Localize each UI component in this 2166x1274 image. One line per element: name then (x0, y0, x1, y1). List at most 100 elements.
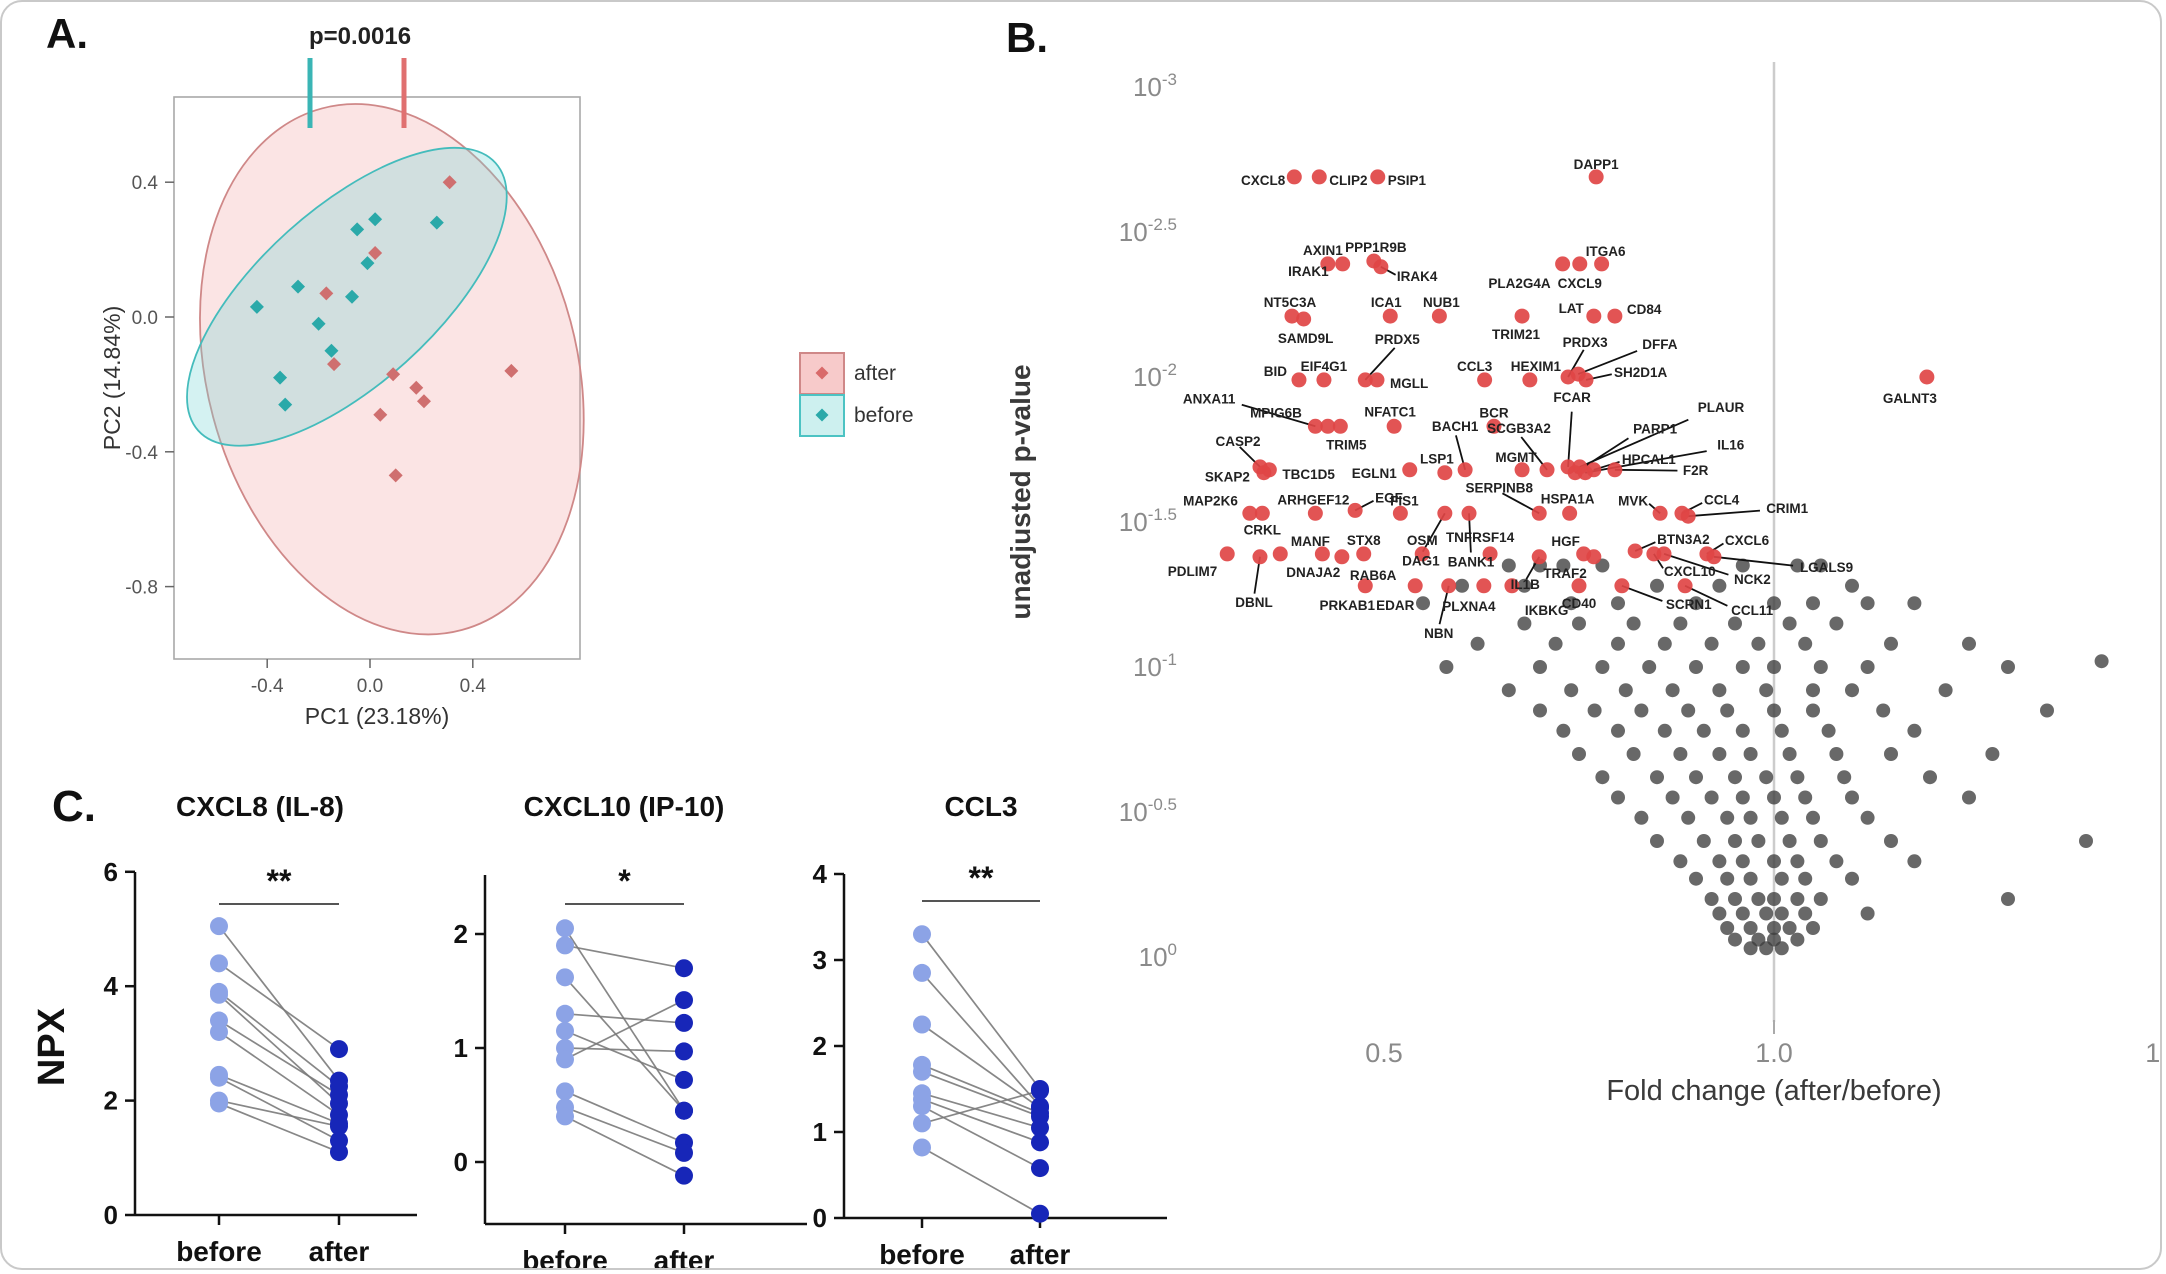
pair-line (218, 994, 340, 1105)
leader-line-IL16 (1585, 450, 1707, 474)
gene-point-MGMT (1514, 462, 1530, 478)
pca-point-before (291, 279, 306, 294)
gene-label-CD40: CD40 (1562, 596, 1597, 611)
gene-point-F2R (1607, 462, 1623, 478)
ns-point (1767, 921, 1781, 935)
gene-point-EGLN1 (1402, 462, 1418, 478)
subplot-title: CXCL10 (IP-10) (524, 791, 725, 822)
y-tick-label: 10-2 (1133, 360, 1177, 392)
gene-label-LGALS9: LGALS9 (1800, 560, 1853, 575)
x-tick-label: 1.5 (2145, 1038, 2162, 1068)
ns-point (1657, 636, 1672, 651)
ns-point (1782, 921, 1797, 935)
ns-point (1798, 790, 1813, 805)
after-point (675, 1101, 693, 1120)
gene-label-CXCL6: CXCL6 (1725, 533, 1770, 548)
before-point (556, 1021, 574, 1040)
ns-point (1845, 871, 1859, 886)
after-point (330, 1143, 348, 1162)
x-tick-label: 0.0 (357, 676, 383, 697)
gene-point-SAMD9L (1296, 311, 1312, 327)
ns-point (1611, 596, 1625, 611)
gene-label-ITGA6: ITGA6 (1586, 244, 1626, 259)
ns-point (1790, 770, 1805, 785)
pair-line (218, 1031, 340, 1116)
gene-label-TRIM21: TRIM21 (1492, 327, 1541, 342)
ns-point (1813, 834, 1828, 848)
pair-line (921, 933, 1041, 1090)
ns-point (1767, 892, 1781, 906)
ns-point (1517, 616, 1532, 631)
legend-marker-before (815, 408, 829, 422)
ns-point (1626, 747, 1641, 761)
after-point (675, 1166, 693, 1185)
pair-line (218, 1099, 340, 1128)
gene-point-CXCL8 (1286, 169, 1302, 185)
ns-point (1907, 854, 1922, 869)
after-point (675, 1143, 693, 1162)
leader-line-NCK2 (1663, 553, 1729, 576)
ns-point (1782, 616, 1797, 631)
pca-point-after (416, 394, 431, 409)
gene-label-SERPINB8: SERPINB8 (1465, 480, 1533, 495)
gene-label-CCL11: CCL11 (1731, 603, 1774, 618)
ns-point (1533, 660, 1547, 674)
pca-svg: -0.4 0.0 0.4 0.4 0.0 -0.4 -0.8 PC1 (23.18%) PC2 … (99, 23, 914, 729)
y-tick-label: 0 (813, 1203, 827, 1233)
category-label-before: before (522, 1245, 608, 1270)
ns-point (1712, 747, 1727, 761)
before-point (556, 968, 574, 987)
pair-line (564, 1030, 685, 1081)
ns-point (1751, 636, 1766, 651)
gene-point-CD84 (1607, 308, 1623, 324)
ns-point (2001, 892, 2015, 906)
gene-point-DAG1 (1437, 505, 1453, 521)
gene-label-BANK1: BANK1 (1448, 554, 1495, 569)
pca-plot-box (173, 96, 581, 660)
gene-point-TNFRSF14 (1482, 546, 1498, 562)
ns-point (1790, 558, 1805, 573)
gene-point-LAT (1586, 308, 1602, 324)
ns-point (1876, 703, 1891, 718)
y-tick-label: 10-3 (1133, 70, 1177, 102)
gene-point-NT5C3A (1284, 308, 1300, 324)
ns-point (1821, 723, 1836, 738)
after-point (1031, 1133, 1049, 1152)
gene-label-HSPA1A: HSPA1A (1541, 491, 1595, 506)
ns-point (1728, 770, 1742, 785)
gene-label-IL16: IL16 (1717, 438, 1745, 453)
ns-point (2040, 703, 2054, 718)
ns-point (1595, 660, 1610, 674)
ns-point (1439, 660, 1454, 674)
y-tick-label: 10-1 (1133, 650, 1177, 682)
gene-label-F2R: F2R (1683, 463, 1709, 478)
ns-point (1759, 770, 1774, 785)
after-point (675, 991, 693, 1010)
ns-point (1837, 770, 1852, 785)
y-tick-label: 0.4 (132, 173, 159, 194)
gene-label-PRDX5: PRDX5 (1375, 332, 1421, 347)
gene-point-TRIM21 (1514, 308, 1530, 324)
ns-point (1774, 810, 1789, 825)
gene-label-BID: BID (1264, 364, 1288, 379)
y-tick-label: 2 (813, 1031, 827, 1061)
before-point (556, 1107, 574, 1126)
gene-point-BCR (1486, 418, 1502, 434)
y-tick-label: 4 (813, 859, 828, 889)
gene-label-BTN3A2: BTN3A2 (1657, 532, 1710, 547)
before-point (913, 1138, 931, 1157)
ns-point (1533, 703, 1547, 718)
before-point (210, 917, 228, 936)
pca-point-after (386, 367, 401, 382)
pair-line (218, 991, 340, 1087)
gene-label-IKBKG: IKBKG (1525, 603, 1569, 618)
ns-point (1556, 558, 1571, 573)
ns-point (1689, 660, 1703, 674)
ns-point (1681, 810, 1696, 825)
ns-point (1829, 616, 1844, 631)
x-tick-label: 0.5 (1365, 1038, 1403, 1068)
pair-line (921, 1092, 1041, 1129)
legend-label-after: after (854, 362, 896, 385)
gene-label-EGF: EGF (1375, 490, 1403, 505)
